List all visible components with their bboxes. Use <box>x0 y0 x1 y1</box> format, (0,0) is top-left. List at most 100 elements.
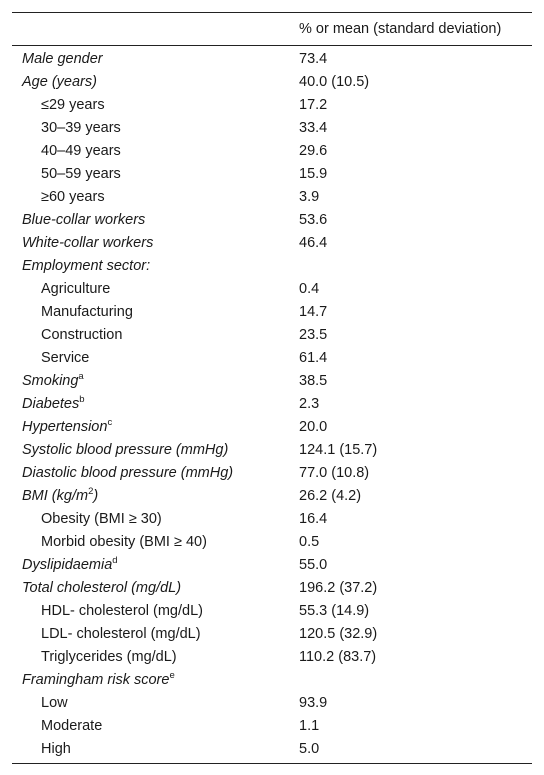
row-label: Moderate <box>12 718 299 734</box>
row-label: Dyslipidaemiad <box>12 554 299 573</box>
row-label: Framingham risk scoree <box>12 669 299 687</box>
table-row: Agriculture 0.4 <box>12 277 532 300</box>
header-value-cell: % or mean (standard deviation) <box>299 21 502 37</box>
row-label-text: Male gender <box>22 50 103 67</box>
row-label: Diabetesb <box>12 394 299 412</box>
row-label: ≤29 years <box>12 97 299 113</box>
table-row: Construction 23.5 <box>12 323 532 346</box>
row-label: 50–59 years <box>12 166 299 182</box>
row-label: Systolic blood pressure (mmHg) <box>12 442 299 458</box>
row-value: 0.4 <box>299 280 320 297</box>
row-label-text: Total cholesterol (mg/dL) <box>22 579 182 596</box>
table-row: Employment sector: <box>12 254 532 277</box>
table-row: Framingham risk scoree <box>12 668 532 691</box>
row-label-text: Hypertension <box>22 418 108 435</box>
row-value: 23.5 <box>299 326 328 343</box>
row-label: Obesity (BMI ≥ 30) <box>12 511 299 527</box>
table-row: Systolic blood pressure (mmHg) 124.1 (15.… <box>12 438 532 461</box>
row-label: Employment sector: <box>12 258 299 274</box>
row-value: 46.4 <box>299 234 328 251</box>
row-label: ≥60 years <box>12 189 299 205</box>
row-label-text: Systolic blood pressure (mmHg) <box>22 441 229 458</box>
row-label: 40–49 years <box>12 143 299 159</box>
row-value: 110.2 (83.7) <box>299 648 377 665</box>
row-label: Diastolic blood pressure (mmHg) <box>12 465 299 481</box>
row-value: 0.5 <box>299 533 320 550</box>
row-value: 2.3 <box>299 395 320 412</box>
table-row: 40–49 years 29.6 <box>12 139 532 162</box>
row-label: Low <box>12 695 299 711</box>
table-bottom-rule <box>12 763 532 764</box>
table-row: Male gender 73.4 <box>12 47 532 70</box>
table-row: Diabetesb 2.3 <box>12 392 532 415</box>
row-label-text: High <box>41 740 71 757</box>
table-row: Age (years) 40.0 (10.5) <box>12 70 532 93</box>
row-label: White-collar workers <box>12 235 299 251</box>
row-value: 5.0 <box>299 740 320 757</box>
row-value: 196.2 (37.2) <box>299 579 378 596</box>
row-value: 14.7 <box>299 303 328 320</box>
table-row: Morbid obesity (BMI ≥ 40) 0.5 <box>12 530 532 553</box>
row-label-text: ≥60 years <box>41 188 105 205</box>
row-label: Smokinga <box>12 370 299 388</box>
footnote-marker: a <box>78 370 84 382</box>
row-label-text: 30–39 years <box>41 119 121 136</box>
table-body: Male gender 73.4 Age (years) 40.0 (10.5) ≤29… <box>12 46 532 760</box>
row-label-text: Service <box>41 349 90 366</box>
row-value: 124.1 (15.7) <box>299 441 378 458</box>
table-row: Manufacturing 14.7 <box>12 300 532 323</box>
row-label-text: Obesity (BMI ≥ 30) <box>41 510 162 527</box>
table-row: ≥60 years 3.9 <box>12 185 532 208</box>
footnote-marker: e <box>169 669 175 681</box>
row-label-text: Diabetes <box>22 395 80 412</box>
row-label-text: HDL- cholesterol (mg/dL) <box>41 602 203 619</box>
table-row: Blue-collar workers 53.6 <box>12 208 532 231</box>
row-label: Service <box>12 350 299 366</box>
row-label-text: Manufacturing <box>41 303 133 320</box>
row-label-text: BMI (kg/m <box>22 487 89 504</box>
row-label: High <box>12 741 299 757</box>
row-label-text: White-collar workers <box>22 234 154 251</box>
row-label-text: Age (years) <box>22 73 97 90</box>
table-row: 30–39 years 33.4 <box>12 116 532 139</box>
row-label-text: Moderate <box>41 717 103 734</box>
row-label-text: LDL- cholesterol (mg/dL) <box>41 625 201 642</box>
row-value: 26.2 (4.2) <box>299 487 362 504</box>
row-value: 73.4 <box>299 50 328 67</box>
row-value: 53.6 <box>299 211 328 228</box>
row-value: 93.9 <box>299 694 328 711</box>
row-label-text: Agriculture <box>41 280 111 297</box>
table-row: Total cholesterol (mg/dL) 196.2 (37.2) <box>12 576 532 599</box>
table-row: Triglycerides (mg/dL) 110.2 (83.7) <box>12 645 532 668</box>
row-label: Agriculture <box>12 281 299 297</box>
row-label-text: Construction <box>41 326 123 343</box>
row-label-text: Dyslipidaemia <box>22 556 113 573</box>
footnote-marker: d <box>112 554 118 566</box>
row-label-text: Triglycerides (mg/dL) <box>41 648 177 665</box>
row-value: 20.0 <box>299 418 328 435</box>
row-label-text: Low <box>41 694 68 711</box>
row-value: 40.0 (10.5) <box>299 73 370 90</box>
row-label: Triglycerides (mg/dL) <box>12 649 299 665</box>
row-value: 3.9 <box>299 188 320 205</box>
table-row: 50–59 years 15.9 <box>12 162 532 185</box>
table-top-rule <box>12 12 532 13</box>
row-label: LDL- cholesterol (mg/dL) <box>12 626 299 642</box>
row-label: BMI (kg/m2) <box>12 485 299 504</box>
table-row: Diastolic blood pressure (mmHg) 77.0 (10.… <box>12 461 532 484</box>
table-row: Smokinga 38.5 <box>12 369 532 392</box>
row-label: Total cholesterol (mg/dL) <box>12 580 299 596</box>
table-row: High 5.0 <box>12 737 532 760</box>
row-value: 29.6 <box>299 142 328 159</box>
row-value: 16.4 <box>299 510 328 527</box>
row-label: Blue-collar workers <box>12 212 299 228</box>
row-value: 1.1 <box>299 717 320 734</box>
footnote-marker: c <box>107 416 113 428</box>
row-label: Age (years) <box>12 74 299 90</box>
row-label-text: 40–49 years <box>41 142 121 159</box>
row-label-text: Diastolic blood pressure (mmHg) <box>22 464 234 481</box>
row-label-tail: ) <box>93 487 99 504</box>
footnote-marker: 2 <box>88 485 94 497</box>
row-label: Hypertensionc <box>12 416 299 435</box>
row-value: 15.9 <box>299 165 328 182</box>
